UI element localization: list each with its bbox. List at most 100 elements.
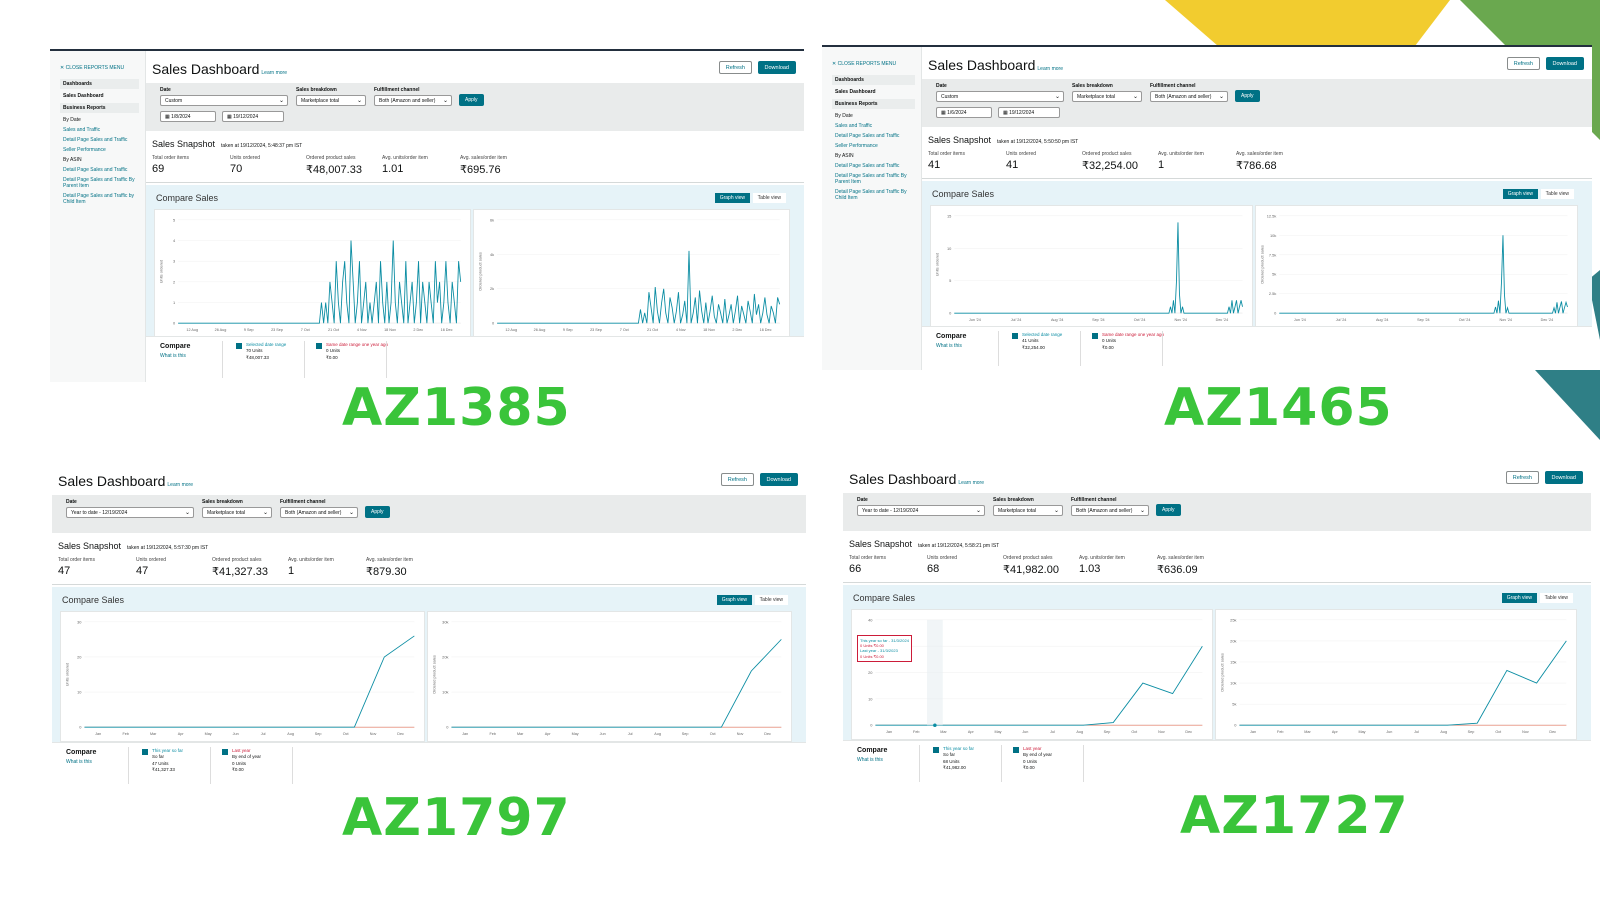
- table-view-toggle[interactable]: Table view: [754, 595, 788, 605]
- what-is-this-link[interactable]: What is this: [160, 353, 186, 359]
- chevron-down-icon: ⌄: [348, 510, 354, 516]
- apply-button[interactable]: Apply: [1156, 504, 1181, 516]
- sales-breakdown-select[interactable]: Marketplace total ⌄: [296, 95, 366, 106]
- sidebar-link[interactable]: Sales and Traffic: [835, 123, 873, 129]
- date-select[interactable]: Year to date - 12/19/2024 ⌄: [857, 505, 985, 516]
- series-a-checkbox[interactable]: [142, 749, 148, 755]
- y-tick-label: 10: [77, 690, 82, 695]
- series-a-checkbox[interactable]: [236, 343, 242, 349]
- sidebar-link[interactable]: Detail Page Sales and Traffic By Child I…: [835, 189, 907, 201]
- graph-view-toggle[interactable]: Graph view: [1502, 189, 1538, 199]
- refresh-button[interactable]: Refresh: [718, 61, 752, 74]
- download-button[interactable]: Download: [1544, 471, 1583, 484]
- x-tick-label: Dec '24: [1541, 318, 1554, 322]
- date-to-field[interactable]: ▦ 19/12/2024: [998, 107, 1060, 118]
- legend-line: ₹0.00: [1023, 764, 1035, 770]
- sales-breakdown-select-value: Marketplace total: [207, 510, 246, 516]
- what-is-this-link[interactable]: What is this: [66, 759, 92, 765]
- y-tick-label: 30: [77, 619, 82, 624]
- series-a-checkbox[interactable]: [933, 747, 939, 753]
- y-tick-label: 5: [949, 278, 952, 283]
- table-view-toggle[interactable]: Table view: [1539, 593, 1573, 603]
- download-button[interactable]: Download: [759, 473, 798, 486]
- x-tick-label: 4 Nov: [357, 328, 367, 332]
- y-axis-label: Ordered product sales: [432, 655, 437, 694]
- x-tick-label: Apr: [1332, 730, 1339, 734]
- metric-label: Units ordered: [927, 555, 958, 561]
- sidebar-link[interactable]: Detail Page Sales and Traffic: [835, 133, 900, 139]
- date-label: Date: [66, 499, 77, 505]
- fulfillment-channel-select[interactable]: Both (Amazon and seller) ⌄: [280, 507, 358, 518]
- download-button[interactable]: Download: [1545, 57, 1584, 70]
- refresh-button[interactable]: Refresh: [1505, 471, 1539, 484]
- sidebar-link[interactable]: Detail Page Sales and Traffic: [63, 167, 128, 173]
- sidebar-link[interactable]: Detail Page Sales and Traffic By Parent …: [63, 177, 135, 189]
- close-reports-menu-link[interactable]: ✕ CLOSE REPORTS MENU: [60, 65, 125, 71]
- legend-line: 47 Units: [152, 760, 169, 766]
- series-b-checkbox[interactable]: [1092, 333, 1098, 339]
- apply-button[interactable]: Apply: [459, 94, 484, 106]
- date-from-field[interactable]: ▦ 1/6/2024: [936, 107, 992, 118]
- reports-sidebar: ✕ CLOSE REPORTS MENU Dashboards Sales Dash…: [822, 47, 922, 370]
- refresh-button[interactable]: Refresh: [720, 473, 754, 486]
- sidebar-item-sales-dashboard[interactable]: Sales Dashboard: [63, 93, 104, 99]
- series-b-checkbox[interactable]: [1013, 747, 1019, 753]
- metric-value: 70: [230, 163, 243, 175]
- sidebar-item-sales-dashboard[interactable]: Sales Dashboard: [835, 89, 876, 95]
- sales-breakdown-select[interactable]: Marketplace total ⌄: [1072, 91, 1142, 102]
- apply-button[interactable]: Apply: [365, 506, 390, 518]
- fulfillment-channel-select[interactable]: Both (Amazon and seller) ⌄: [1150, 91, 1228, 102]
- sidebar-link[interactable]: Sales and Traffic: [63, 127, 101, 133]
- learn-more-link[interactable]: Learn more: [1037, 66, 1063, 72]
- what-is-this-link[interactable]: What is this: [936, 343, 962, 349]
- legend-line: 41 Units: [1022, 338, 1039, 344]
- fulfillment-channel-select[interactable]: Both (Amazon and seller) ⌄: [1071, 505, 1149, 516]
- sales-breakdown-select[interactable]: Marketplace total ⌄: [202, 507, 272, 518]
- metric-label: Ordered product sales: [306, 155, 356, 161]
- sidebar-link[interactable]: Detail Page Sales and Traffic By Parent …: [835, 173, 907, 185]
- date-select[interactable]: Custom ⌄: [160, 95, 288, 106]
- chart-tooltip: This year so far - 31/3/2024 0 Units ₹0.0…: [857, 635, 912, 662]
- sidebar-link[interactable]: Seller Performance: [63, 147, 106, 153]
- line-chart: 0 2.5k 5k 7.5k 10k 12.5k Jun '24 Jul '24 Aug '24…: [1260, 213, 1568, 322]
- learn-more-link[interactable]: Learn more: [167, 482, 193, 488]
- download-button[interactable]: Download: [757, 61, 796, 74]
- x-tick-label: Apr: [178, 732, 185, 736]
- table-view-toggle[interactable]: Table view: [1540, 189, 1574, 199]
- graph-view-toggle[interactable]: Graph view: [714, 193, 750, 203]
- apply-button[interactable]: Apply: [1235, 90, 1260, 102]
- sidebar-link[interactable]: Seller Performance: [835, 143, 878, 149]
- line-chart: 0 5 10 15 Jun '24 Jul '24 Aug '24 Sep '24 Oct '2…: [935, 213, 1243, 322]
- sidebar-link[interactable]: Detail Page Sales and Traffic: [835, 163, 900, 169]
- sales-breakdown-label: Sales breakdown: [296, 87, 337, 93]
- x-tick-label: Feb: [489, 732, 495, 736]
- series-a-checkbox[interactable]: [1012, 333, 1018, 339]
- y-tick-label: 3: [173, 259, 176, 264]
- learn-more-link[interactable]: Learn more: [261, 70, 287, 76]
- snapshot-metric: Avg. sales/order item ₹879.30: [366, 557, 413, 578]
- refresh-button[interactable]: Refresh: [1506, 57, 1540, 70]
- series-b-checkbox[interactable]: [316, 343, 322, 349]
- date-select[interactable]: Year to date - 12/19/2024 ⌄: [66, 507, 194, 518]
- x-tick-label: Oct: [710, 732, 717, 736]
- learn-more-link[interactable]: Learn more: [958, 480, 984, 486]
- filter-bar: Date Sales breakdown Fulfillment channel Cu…: [922, 79, 1592, 127]
- sidebar-link[interactable]: Detail Page Sales and Traffic by Child I…: [63, 193, 135, 205]
- x-tick-label: Jul: [1414, 730, 1419, 734]
- table-view-toggle[interactable]: Table view: [752, 193, 786, 203]
- date-select[interactable]: Custom ⌄: [936, 91, 1064, 102]
- x-tick-label: Oct '24: [1459, 318, 1471, 322]
- close-reports-menu-link[interactable]: ✕ CLOSE REPORTS MENU: [832, 61, 897, 67]
- date-to-field[interactable]: ▦ 19/12/2024: [222, 111, 284, 122]
- metric-value: ₹695.76: [460, 164, 501, 176]
- graph-view-toggle[interactable]: Graph view: [716, 595, 752, 605]
- what-is-this-link[interactable]: What is this: [857, 757, 883, 763]
- series-b-checkbox[interactable]: [222, 749, 228, 755]
- snapshot-metric: Total order items 41: [928, 151, 965, 171]
- fulfillment-channel-select[interactable]: Both (Amazon and seller) ⌄: [374, 95, 452, 106]
- date-from-field[interactable]: ▦ 1/8/2024: [160, 111, 216, 122]
- sidebar-link[interactable]: Detail Page Sales and Traffic: [63, 137, 128, 143]
- y-tick-label: 10k: [1270, 233, 1276, 238]
- graph-view-toggle[interactable]: Graph view: [1501, 593, 1537, 603]
- sales-breakdown-select[interactable]: Marketplace total ⌄: [993, 505, 1063, 516]
